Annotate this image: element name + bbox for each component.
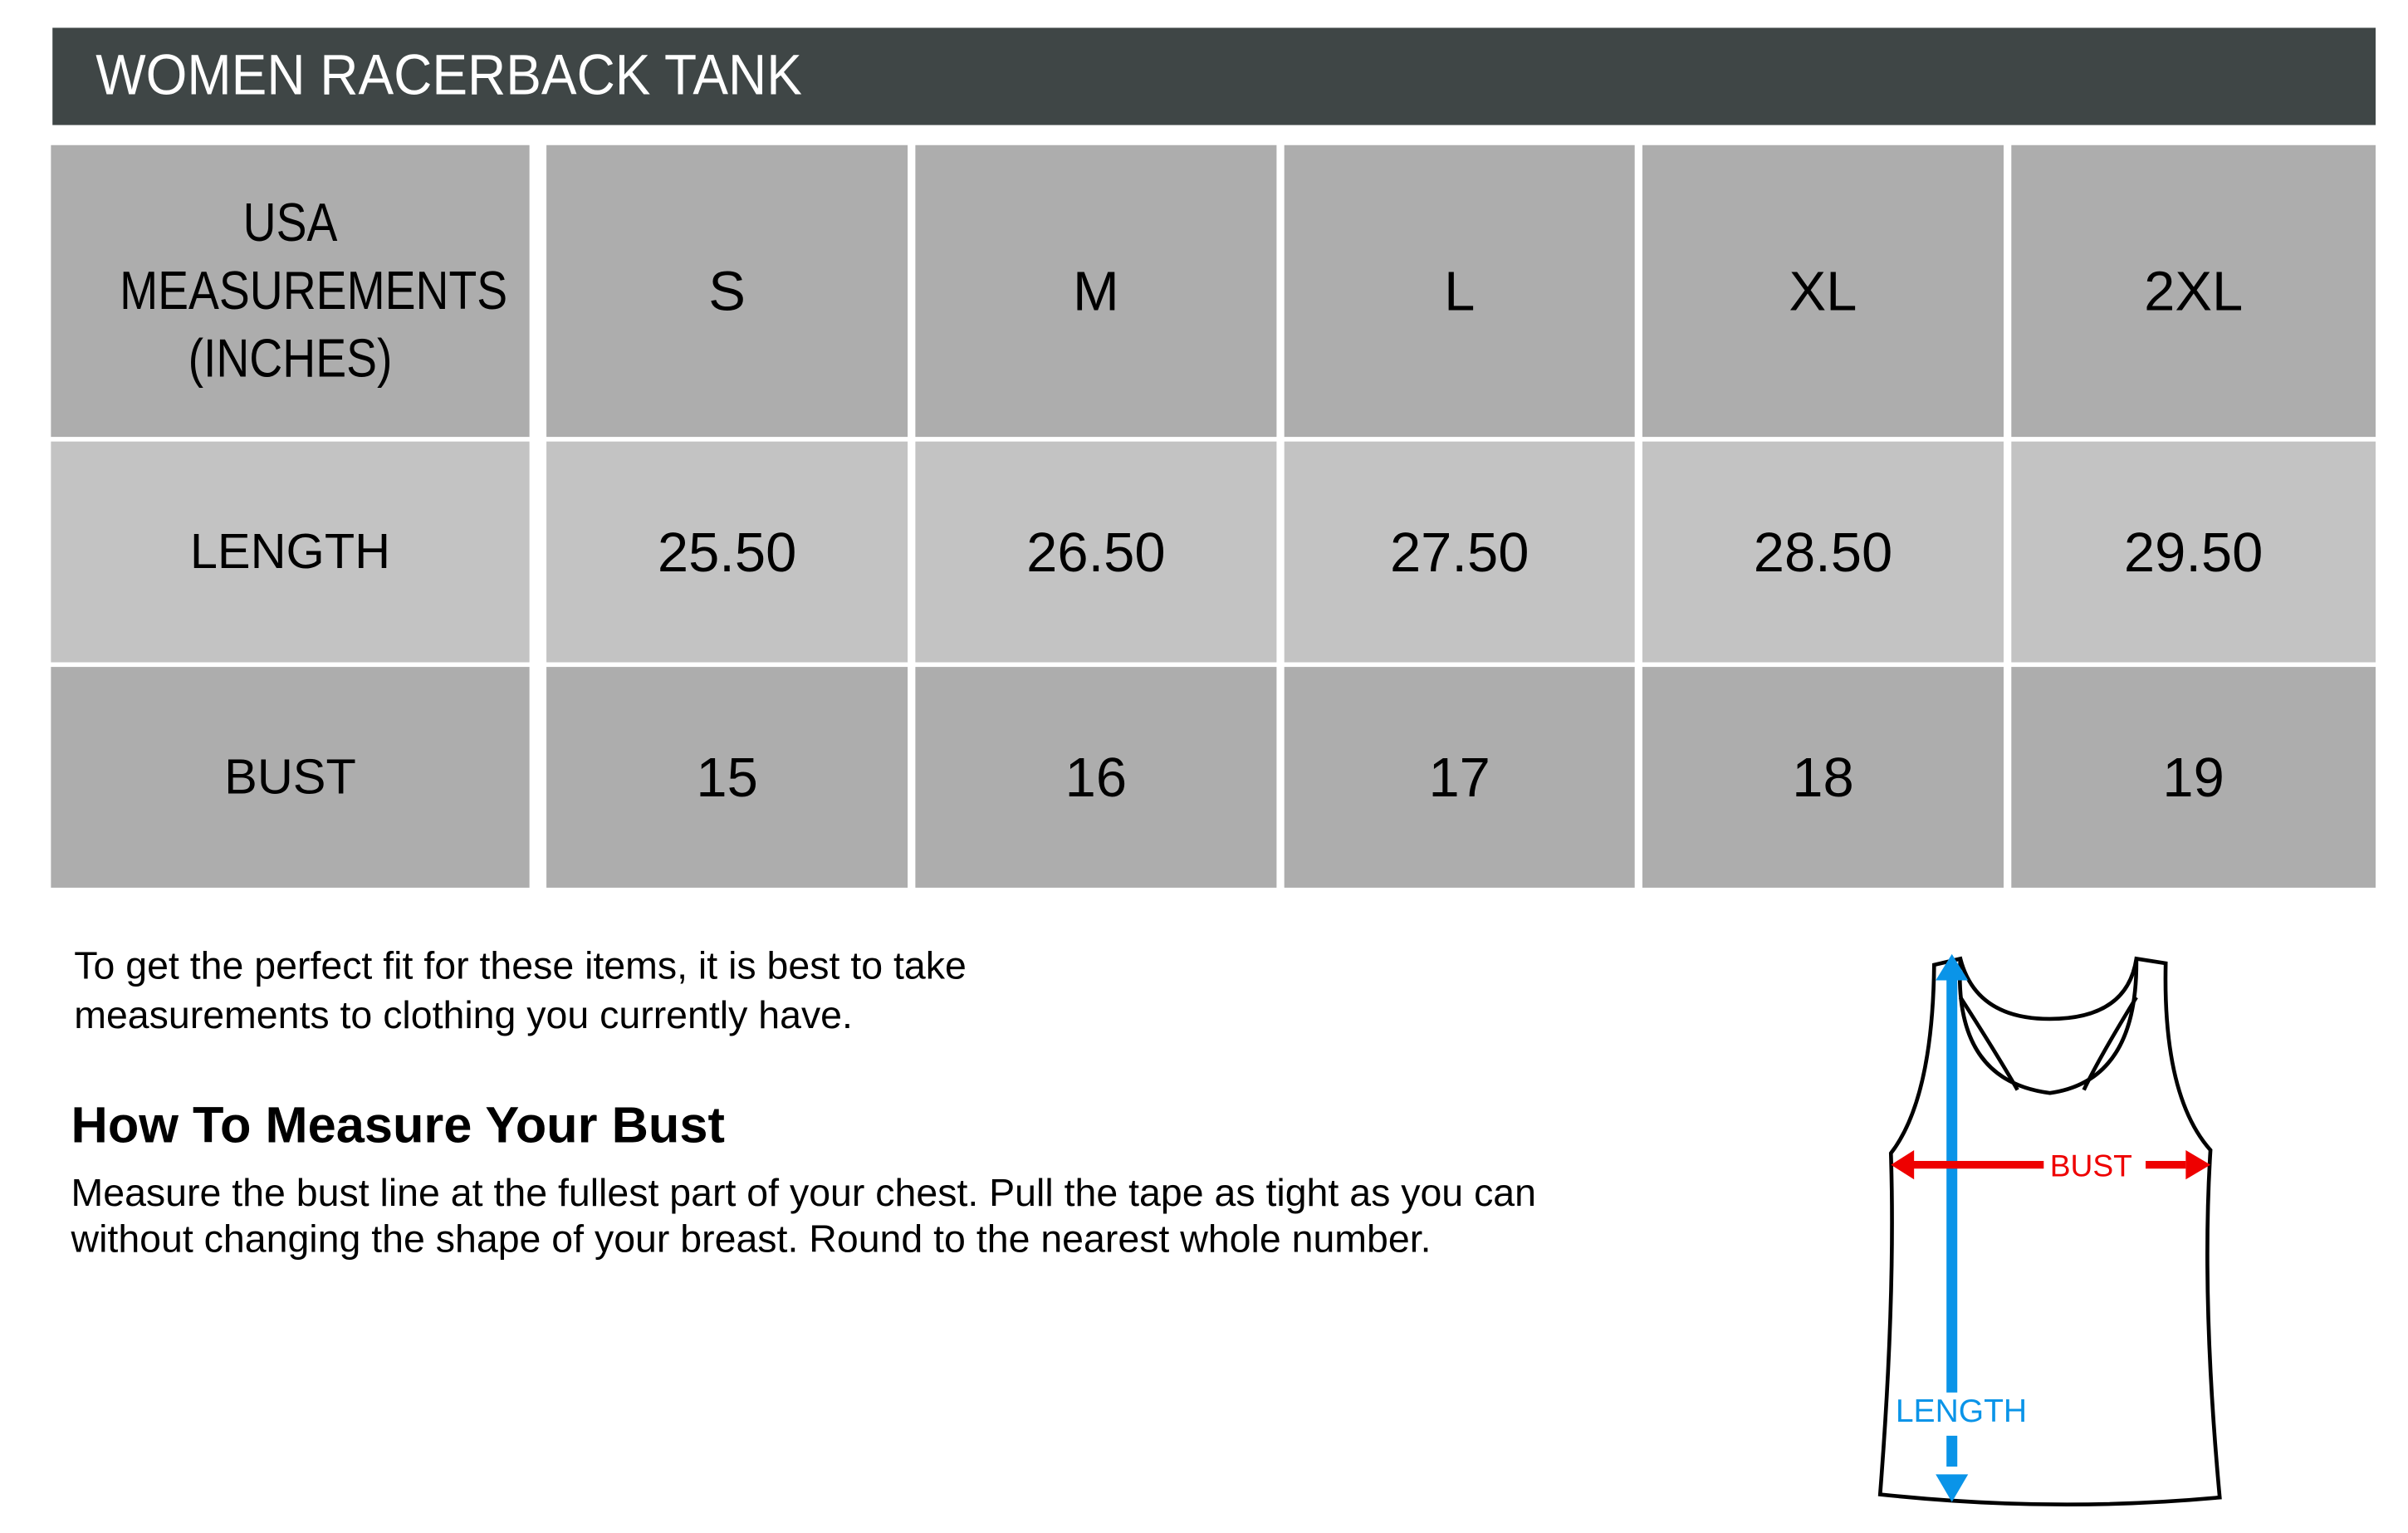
tank-outline-icon [1877, 956, 2222, 1506]
howto-heading: How To Measure Your Bust [71, 1095, 725, 1153]
length-cell: 26.50 [915, 441, 1277, 663]
page-title: WOMEN RACERBACK TANK [95, 43, 802, 107]
row-label-bust: BUST [51, 667, 530, 888]
length-arrow-icon [1936, 953, 1969, 1502]
howto-line-1: Measure the bust line at the fullest par… [71, 1171, 1537, 1216]
bust-cell: 18 [1642, 667, 2004, 888]
row-label-length: LENGTH [51, 441, 530, 663]
bust-cell: 17 [1284, 667, 1635, 888]
tank-diagram: LENGTH BUST [1877, 953, 2222, 1506]
corner-header-cell: USA MEASUREMENTS (INCHES) [51, 144, 530, 438]
length-cell: 25.50 [546, 441, 908, 663]
length-cell: 28.50 [1642, 441, 2004, 663]
bust-cell: 16 [915, 667, 1277, 888]
size-header-l: L [1284, 144, 1635, 438]
corner-label: USA MEASUREMENTS (INCHES) [120, 192, 508, 389]
title-bar: WOMEN RACERBACK TANK [52, 27, 2376, 125]
intro-line-1: To get the perfect fit for these items, … [74, 944, 967, 988]
howto-line-2: without changing the shape of your breas… [71, 1217, 1432, 1261]
length-cell: 29.50 [2011, 441, 2376, 663]
bust-label: BUST [2050, 1149, 2132, 1183]
bust-cell: 15 [546, 667, 908, 888]
size-header-m: M [915, 144, 1277, 438]
size-header-xl: XL [1642, 144, 2004, 438]
bust-arrow-icon [1891, 1149, 2211, 1180]
bust-cell: 19 [2011, 667, 2376, 888]
intro-line-2: measurements to clothing you currently h… [74, 994, 853, 1038]
length-cell: 27.50 [1284, 441, 1635, 663]
size-header-s: S [546, 144, 908, 438]
length-label: LENGTH [1896, 1393, 2027, 1429]
size-header-2xl: 2XL [2011, 144, 2376, 438]
